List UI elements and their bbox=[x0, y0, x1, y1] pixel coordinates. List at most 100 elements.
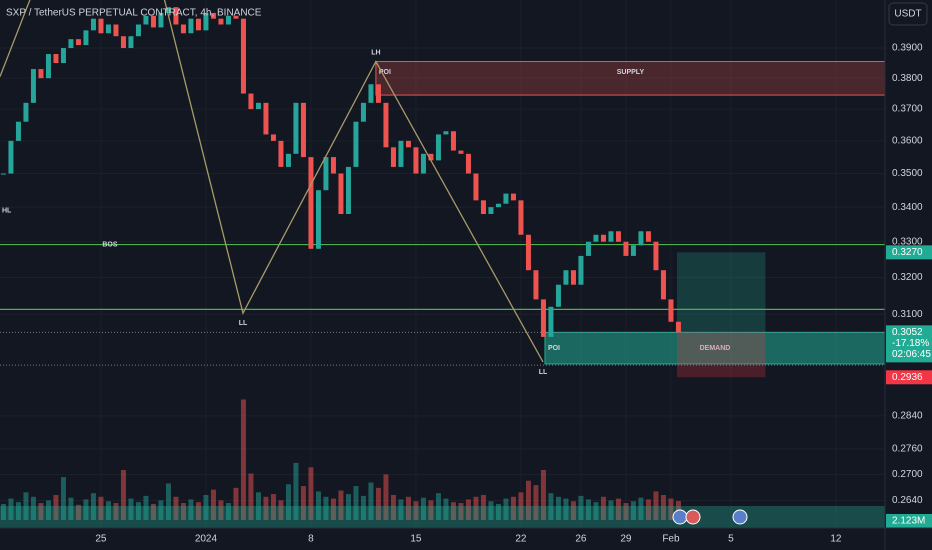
volume-bar bbox=[248, 473, 254, 520]
candle bbox=[525, 234, 531, 271]
supply-zone-label: SUPPLY bbox=[617, 69, 645, 76]
event-icon[interactable] bbox=[685, 509, 701, 525]
volume-bar bbox=[323, 496, 329, 520]
volume-bar bbox=[533, 485, 539, 520]
countdown: 02:06:45 bbox=[892, 349, 931, 360]
volume-bar bbox=[495, 503, 501, 520]
event-icons bbox=[672, 509, 748, 525]
volume-bar bbox=[353, 486, 359, 520]
x-tick-label: 25 bbox=[95, 534, 107, 545]
candle bbox=[585, 241, 591, 256]
candle bbox=[278, 140, 284, 167]
y-tick-label: 0.2640 bbox=[892, 495, 923, 506]
demand-zone-poi: POI bbox=[548, 345, 560, 352]
level-label: BOS bbox=[102, 241, 118, 248]
volume-bar bbox=[113, 503, 119, 520]
volume-bar bbox=[368, 482, 374, 520]
candle bbox=[225, 15, 231, 25]
x-tick-label: 2024 bbox=[195, 534, 218, 545]
volume-bar bbox=[548, 493, 554, 520]
position-target bbox=[676, 252, 766, 333]
candle bbox=[360, 102, 366, 122]
volume-bar bbox=[345, 494, 351, 520]
volume-bar bbox=[38, 503, 44, 520]
price-tag-label: 0.3270 bbox=[892, 247, 923, 258]
candle bbox=[195, 18, 201, 31]
candle bbox=[398, 140, 404, 167]
candle bbox=[128, 36, 134, 49]
price-tag bbox=[886, 370, 932, 385]
volume-bar bbox=[458, 503, 464, 520]
candle bbox=[555, 284, 561, 307]
position-stop bbox=[676, 332, 766, 378]
candle bbox=[8, 140, 14, 174]
volume-bar bbox=[30, 496, 36, 520]
volume-bar bbox=[270, 494, 276, 520]
volume-bar bbox=[143, 495, 149, 520]
event-icon[interactable] bbox=[672, 509, 688, 525]
x-tick-label: 26 bbox=[575, 534, 587, 545]
volume-bar bbox=[503, 498, 509, 520]
volume-bar bbox=[383, 474, 389, 520]
candle bbox=[45, 54, 51, 79]
volume-bar bbox=[330, 498, 336, 520]
candle bbox=[645, 231, 651, 242]
candle bbox=[30, 69, 36, 103]
volume-bar bbox=[398, 499, 404, 520]
x-tick-label: 15 bbox=[410, 534, 422, 545]
volume-bar bbox=[158, 500, 164, 520]
volume-bar bbox=[518, 492, 524, 520]
volume-bar bbox=[645, 499, 651, 520]
candle bbox=[315, 190, 321, 249]
candle bbox=[203, 12, 209, 31]
volume-bar bbox=[240, 399, 246, 520]
candle bbox=[113, 24, 119, 37]
event-icon[interactable] bbox=[732, 509, 748, 525]
volume-bar bbox=[668, 498, 674, 520]
currency-button[interactable] bbox=[888, 2, 928, 26]
candle bbox=[98, 18, 104, 34]
candle bbox=[83, 30, 89, 46]
candle bbox=[495, 203, 501, 208]
annotation: HL bbox=[2, 207, 12, 214]
volume-bar bbox=[285, 484, 291, 520]
volume-bar bbox=[540, 470, 546, 520]
candle bbox=[623, 241, 629, 256]
candle bbox=[285, 153, 291, 167]
candle bbox=[158, 12, 164, 28]
candle bbox=[120, 36, 126, 49]
y-tick-label: 0.3800 bbox=[892, 73, 923, 84]
candle bbox=[0, 173, 6, 175]
candle bbox=[150, 15, 156, 28]
volume-bar bbox=[203, 495, 209, 520]
candle bbox=[413, 147, 419, 174]
x-tick-label: 12 bbox=[830, 534, 842, 545]
candle bbox=[293, 102, 299, 154]
candle bbox=[345, 166, 351, 214]
volume-band bbox=[0, 506, 885, 528]
candle bbox=[300, 102, 306, 158]
structure-label: LH bbox=[371, 49, 380, 56]
volume-bar bbox=[405, 496, 411, 520]
candle bbox=[255, 102, 261, 110]
candle bbox=[270, 134, 276, 141]
currency-label[interactable]: USDT bbox=[894, 9, 921, 20]
candle bbox=[375, 84, 381, 103]
candle bbox=[638, 231, 644, 246]
volume-bar bbox=[53, 495, 59, 520]
volume-bar bbox=[105, 501, 111, 520]
volume-bar bbox=[218, 500, 224, 520]
volume-bar bbox=[593, 502, 599, 520]
candle bbox=[533, 270, 539, 300]
candle bbox=[473, 173, 479, 201]
candle bbox=[578, 255, 584, 285]
candle bbox=[563, 270, 569, 285]
volume-bar bbox=[653, 491, 659, 520]
x-tick-label: 5 bbox=[728, 534, 734, 545]
volume-bar bbox=[60, 477, 66, 520]
candle bbox=[390, 147, 396, 167]
volume-bar bbox=[135, 502, 141, 520]
candle bbox=[608, 231, 614, 242]
